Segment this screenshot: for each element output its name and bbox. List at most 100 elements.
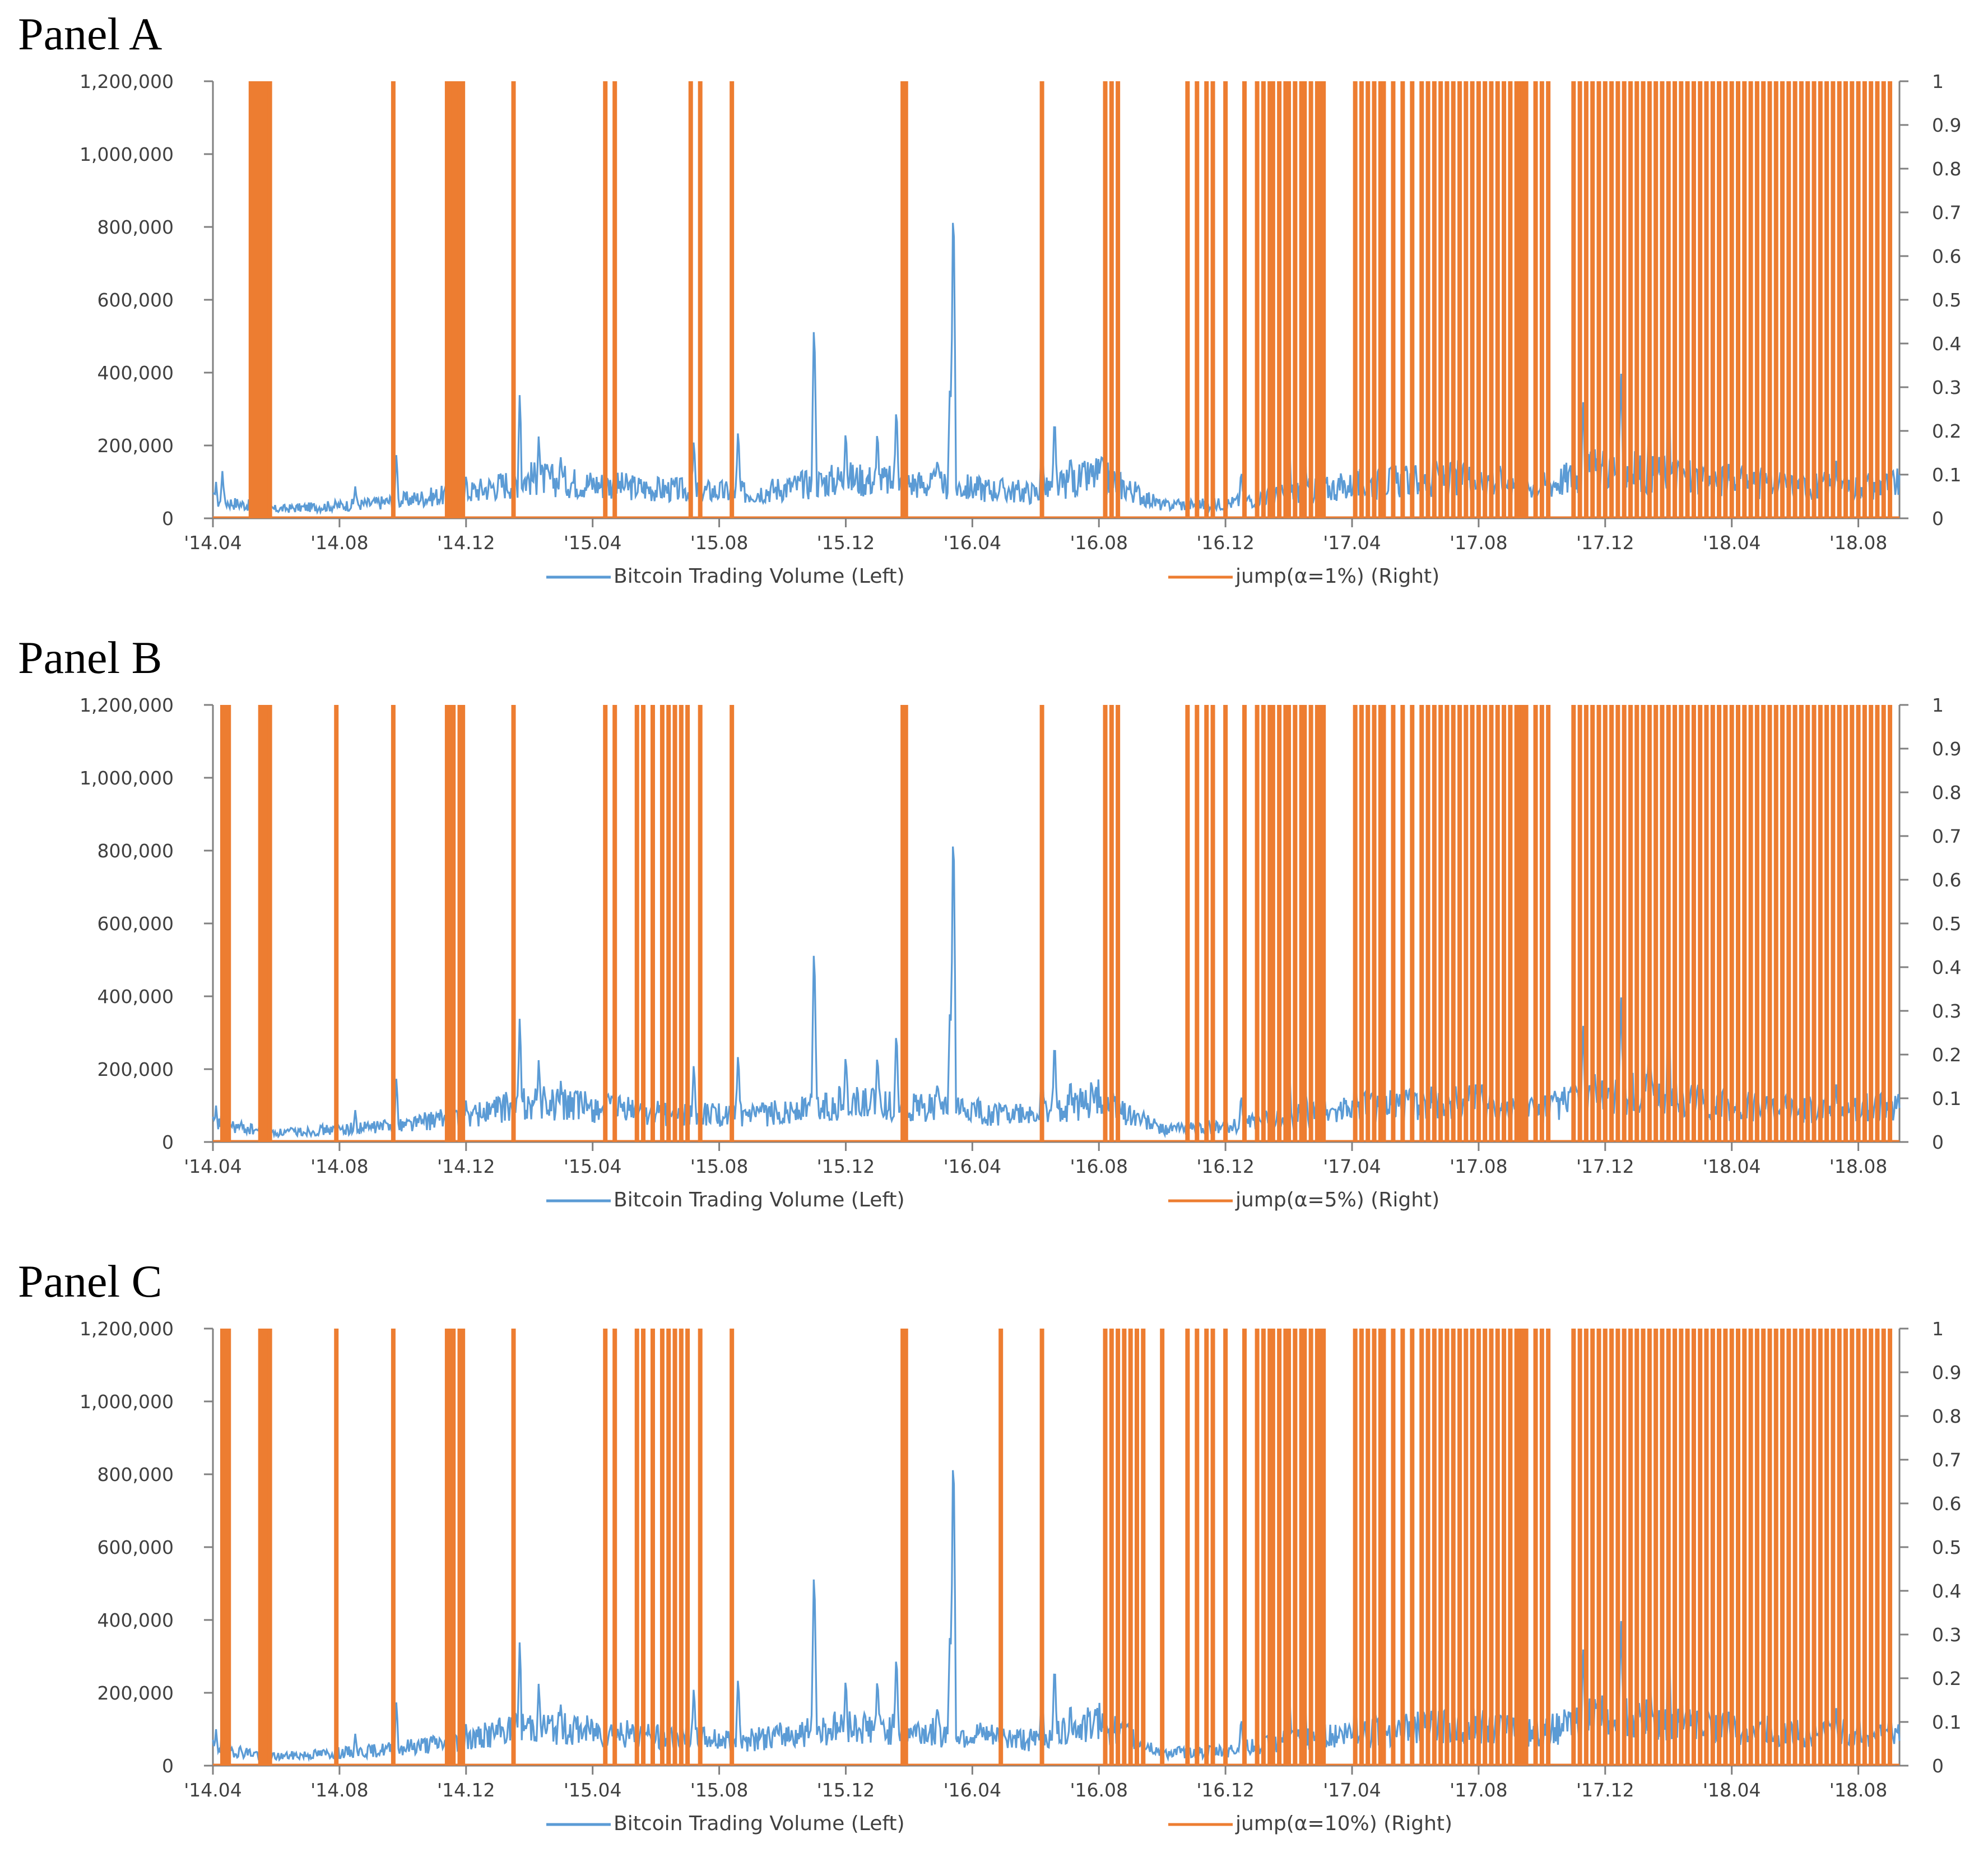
jump-mark: [1539, 1329, 1544, 1766]
jump-mark: [1457, 1329, 1462, 1766]
jump-mark: [1571, 81, 1576, 518]
jump-mark: [1302, 1329, 1307, 1766]
y-left-tick-label: 200,000: [97, 435, 174, 457]
x-tick-label: '14.12: [437, 1779, 495, 1801]
jump-mark: [1704, 81, 1709, 518]
jump-mark: [1483, 1329, 1488, 1766]
jump-mark: [1792, 1329, 1797, 1766]
y-right-tick-label: 0.1: [1932, 464, 1961, 486]
jump-mark: [1365, 1329, 1371, 1766]
jump-mark: [223, 1329, 228, 1766]
y-right-tick-label: 0.5: [1932, 289, 1961, 311]
jump-mark: [1710, 1329, 1715, 1766]
jump-mark: [1818, 705, 1823, 1142]
jump-mark: [1210, 1329, 1215, 1766]
panel-title: Panel A: [18, 8, 162, 59]
jump-mark: [1590, 1329, 1595, 1766]
jump-mark: [903, 81, 908, 518]
jump-mark: [1419, 1329, 1424, 1766]
jump-mark: [1596, 81, 1601, 518]
jump-mark: [1647, 1329, 1652, 1766]
y-right-tick-label: 0.4: [1932, 1580, 1961, 1602]
x-tick-label: '16.12: [1196, 1779, 1255, 1801]
jump-mark: [1881, 1329, 1886, 1766]
jump-mark: [1517, 1329, 1522, 1766]
y-left-tick-label: 600,000: [97, 289, 174, 311]
jump-mark: [457, 1329, 462, 1766]
jump-mark: [1293, 1329, 1298, 1766]
y-left-tick-label: 600,000: [97, 913, 174, 935]
jump-mark: [1881, 705, 1886, 1142]
y-right-tick-label: 0.6: [1932, 1493, 1961, 1515]
jump-mark: [672, 705, 677, 1142]
jump-mark: [391, 1329, 396, 1766]
y-right-tick-label: 0.3: [1932, 377, 1961, 398]
jump-mark: [220, 705, 225, 1142]
jump-mark: [1116, 1329, 1121, 1766]
jump-mark: [1748, 1329, 1753, 1766]
jump-mark: [1754, 1329, 1759, 1766]
jump-mark: [1596, 1329, 1601, 1766]
x-tick-label: '16.12: [1196, 532, 1255, 554]
jump-mark: [334, 705, 339, 1142]
jump-mark: [1843, 1329, 1848, 1766]
jump-mark: [685, 705, 690, 1142]
jump-mark: [1824, 705, 1829, 1142]
x-tick-label: '16.08: [1070, 1155, 1128, 1177]
y-left-tick-label: 1,000,000: [80, 143, 174, 165]
jump-mark: [1723, 705, 1728, 1142]
y-left-tick-label: 800,000: [97, 840, 174, 862]
jump-mark: [444, 81, 449, 518]
jump-mark: [1476, 705, 1481, 1142]
jump-mark: [603, 81, 608, 518]
y-right-tick-label: 0.4: [1932, 333, 1961, 355]
x-tick-label: '15.08: [690, 532, 749, 554]
jump-mark: [1195, 1329, 1200, 1766]
y-left-tick-label: 0: [162, 508, 174, 530]
jump-mark: [1546, 1329, 1551, 1766]
jump-mark: [1583, 705, 1588, 1142]
jump-mark: [1831, 1329, 1836, 1766]
jump-mark: [1723, 1329, 1728, 1766]
x-tick-label: '16.08: [1070, 532, 1128, 554]
jump-mark: [1824, 81, 1829, 518]
y-left-tick-label: 400,000: [97, 362, 174, 384]
x-tick-label: '17.08: [1450, 1155, 1508, 1177]
jump-mark: [1622, 705, 1627, 1142]
jump-mark: [1457, 81, 1462, 518]
jump-mark: [1391, 1329, 1396, 1766]
x-tick-label: '18.04: [1703, 1155, 1761, 1177]
jump-mark: [1470, 705, 1475, 1142]
jump-mark: [1523, 705, 1529, 1142]
jump-mark: [1293, 705, 1298, 1142]
jump-mark: [1875, 705, 1880, 1142]
jump-mark: [1308, 1329, 1313, 1766]
y-right-tick-label: 1: [1932, 71, 1944, 92]
jump-mark: [258, 1329, 263, 1766]
jump-mark: [1470, 1329, 1475, 1766]
jump-mark: [1321, 1329, 1326, 1766]
legend-label-jump: jump(α=1%) (Right): [1235, 565, 1439, 588]
jump-mark: [1451, 1329, 1456, 1766]
jump-mark: [1742, 1329, 1747, 1766]
jump-mark: [1824, 1329, 1829, 1766]
jump-mark: [1615, 705, 1620, 1142]
jump-mark: [1502, 81, 1507, 518]
jump-mark: [248, 81, 253, 518]
y-right-tick-label: 0.2: [1932, 1668, 1961, 1689]
jump-mark: [1780, 81, 1785, 518]
jump-mark: [1204, 1329, 1209, 1766]
jump-mark: [1283, 705, 1288, 1142]
x-tick-label: '17.04: [1323, 1155, 1381, 1177]
jump-mark: [1381, 81, 1386, 518]
jump-mark: [1641, 81, 1646, 518]
jump-mark: [1780, 1329, 1785, 1766]
jump-mark: [903, 1329, 908, 1766]
jump-mark: [1742, 81, 1747, 518]
jump-mark: [1425, 1329, 1430, 1766]
x-tick-label: '16.04: [944, 532, 1002, 554]
jump-mark: [1277, 81, 1282, 518]
y-right-tick-label: 0.9: [1932, 738, 1961, 760]
jump-mark: [1122, 1329, 1127, 1766]
jump-mark: [1577, 81, 1582, 518]
